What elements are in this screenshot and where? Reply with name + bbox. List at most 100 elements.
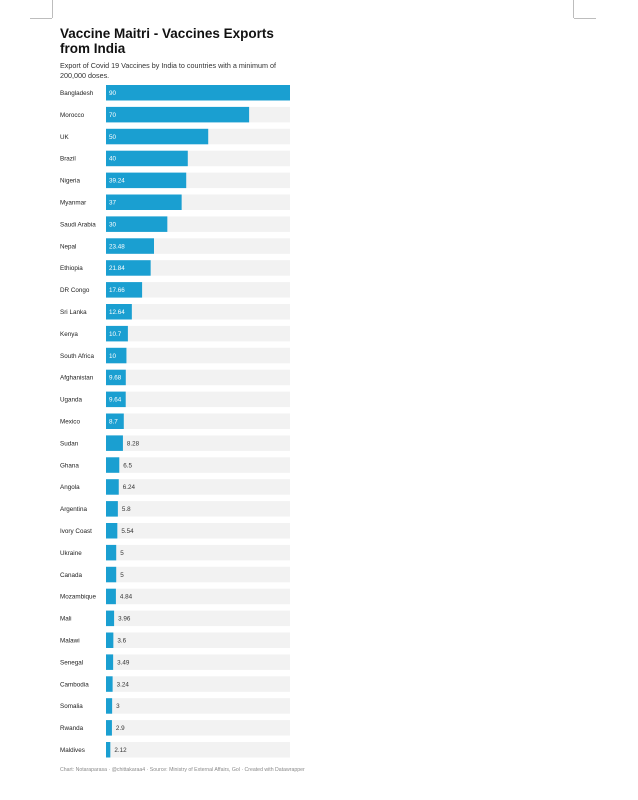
bar [106, 85, 290, 101]
bar [106, 435, 123, 451]
value-label: 8.7 [109, 418, 118, 425]
bar [106, 282, 143, 298]
value-label: 12.64 [109, 309, 125, 316]
value-label: 2.9 [116, 725, 125, 732]
bar [106, 413, 124, 429]
bar [106, 610, 115, 627]
bar [106, 588, 116, 605]
bar-track [106, 457, 290, 473]
value-label: 90 [109, 90, 117, 97]
bar [106, 698, 113, 714]
bar-track [106, 588, 290, 605]
category-label: Somalia [60, 703, 83, 710]
bar [106, 238, 154, 254]
bar [106, 523, 118, 539]
value-label: 3.96 [118, 616, 131, 623]
bar-track [106, 566, 290, 583]
category-label: Canada [60, 572, 83, 579]
category-label: Ethiopia [60, 265, 83, 272]
chart-title: Vaccine Maitri - Vaccines Exports from I… [60, 26, 274, 56]
bar [106, 544, 117, 561]
category-label: Angola [60, 484, 80, 491]
value-label: 3 [116, 703, 120, 710]
bar [106, 720, 112, 736]
bar-track [106, 742, 290, 758]
bar-track [106, 282, 290, 298]
bar-track [106, 676, 290, 692]
bar-track [106, 632, 290, 648]
bar-track [106, 501, 290, 517]
bar [106, 347, 127, 364]
value-label: 40 [109, 156, 117, 163]
bar [106, 260, 151, 276]
category-label: Ivory Coast [60, 528, 92, 535]
bar-track [106, 347, 290, 364]
category-label: Bangladesh [60, 90, 94, 97]
value-label: 50 [109, 134, 117, 141]
category-label: Ukraine [60, 550, 82, 557]
category-label: Ghana [60, 462, 79, 469]
category-label: Sudan [60, 440, 79, 447]
category-label: Morocco [60, 112, 85, 119]
category-label: Nepal [60, 243, 76, 250]
category-label: Sri Lanka [60, 309, 87, 316]
bar [106, 742, 111, 758]
bar-track [106, 523, 290, 539]
value-label: 2.12 [114, 747, 127, 754]
bar-track [106, 369, 290, 386]
bar-track [106, 260, 290, 276]
category-label: Malawi [60, 637, 80, 644]
bar [106, 676, 113, 692]
bar [106, 128, 209, 145]
category-label: Myanmar [60, 199, 86, 206]
bar-track [106, 544, 290, 561]
category-label: Uganda [60, 397, 83, 404]
category-label: Argentina [60, 506, 87, 513]
chart-footer: Chart: Notaraparasa · @chittakaraa4 · So… [60, 767, 305, 773]
value-label: 5.8 [122, 506, 131, 513]
bar-track [106, 304, 290, 320]
value-label: 9.64 [109, 397, 122, 404]
value-label: 4.84 [120, 594, 133, 601]
value-label: 9.68 [109, 375, 122, 382]
category-label: DR Congo [60, 287, 90, 294]
value-label: 3.6 [117, 637, 126, 644]
value-label: 10.7 [109, 331, 122, 338]
bar [106, 632, 114, 648]
category-label: Nigeria [60, 178, 80, 185]
bar [106, 457, 120, 473]
crop-mark-left [52, 0, 53, 18]
category-label: Rwanda [60, 725, 84, 732]
value-label: 70 [109, 112, 117, 119]
category-label: Mexico [60, 418, 80, 425]
category-label: Kenya [60, 331, 78, 338]
bar-track [106, 610, 290, 627]
category-label: South Africa [60, 353, 94, 360]
chart-subtitle: Export of Covid 19 Vaccines by India to … [60, 61, 276, 80]
value-label: 3.49 [117, 659, 130, 666]
category-label: Mozambique [60, 594, 97, 601]
bar-track [106, 654, 290, 670]
bar [106, 369, 126, 386]
bar [106, 325, 128, 342]
value-label: 6.24 [123, 484, 136, 491]
value-label: 23.48 [109, 243, 125, 250]
bar-track [106, 325, 290, 342]
value-label: 5.54 [121, 528, 134, 535]
value-label: 5 [120, 572, 124, 579]
bar [106, 216, 168, 232]
value-label: 21.84 [109, 265, 125, 272]
bar [106, 150, 188, 167]
value-label: 3.24 [117, 681, 130, 688]
bar-track [106, 698, 290, 714]
category-label: Maldives [60, 747, 85, 754]
value-label: 17.66 [109, 287, 125, 294]
bar [106, 194, 182, 210]
value-label: 6.5 [123, 462, 132, 469]
value-label: 37 [109, 199, 117, 206]
crop-mark-right [573, 0, 574, 18]
bar-track [106, 720, 290, 736]
bar-track [106, 479, 290, 495]
category-label: Afghanistan [60, 375, 94, 382]
